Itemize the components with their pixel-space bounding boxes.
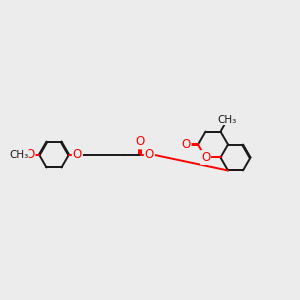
Text: CH₃: CH₃ bbox=[9, 149, 28, 160]
Text: O: O bbox=[182, 138, 190, 151]
Text: O: O bbox=[73, 148, 82, 161]
Text: O: O bbox=[145, 148, 154, 161]
Text: O: O bbox=[201, 151, 210, 164]
Text: CH₃: CH₃ bbox=[218, 115, 237, 124]
Text: O: O bbox=[26, 148, 34, 161]
Text: O: O bbox=[135, 135, 144, 148]
